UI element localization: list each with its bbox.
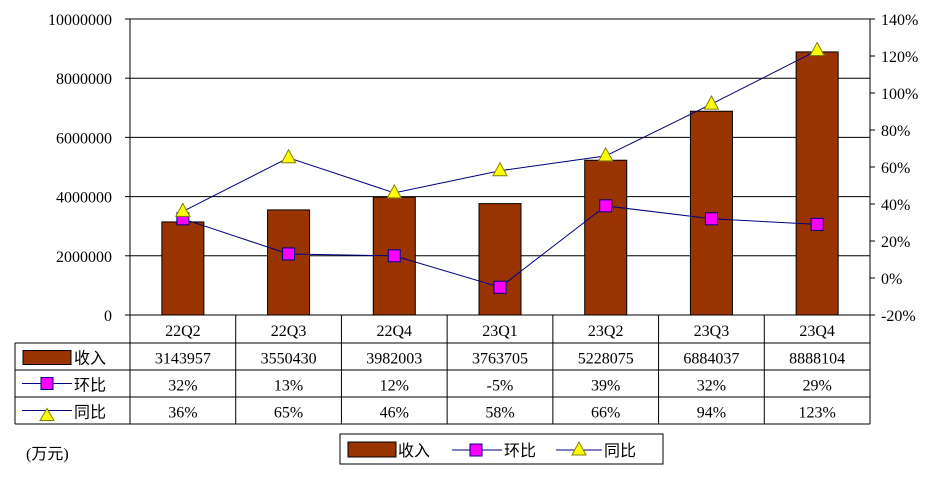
unit-note: (万元) — [26, 446, 69, 463]
right-axis-tick-label: 140% — [881, 12, 918, 29]
table-cell: 32% — [697, 378, 726, 395]
marker-环比-23Q4 — [810, 217, 824, 231]
marker-环比-23Q3 — [704, 212, 718, 226]
marker-同比-23Q4 — [809, 41, 825, 56]
table-cell: 32% — [168, 378, 197, 395]
legend-key-同比 — [39, 407, 55, 421]
right-axis-tick-label: 0% — [881, 271, 902, 288]
category-label: 22Q3 — [271, 323, 307, 340]
table-cell: 39% — [591, 378, 620, 395]
bar-22Q3 — [267, 209, 311, 316]
row-label-环比: 环比 — [74, 377, 106, 395]
table-cell: 3143957 — [155, 351, 211, 368]
row-label-收入: 收入 — [74, 350, 106, 368]
table-cell: 65% — [274, 405, 303, 422]
table-cell: -5% — [487, 378, 514, 395]
category-label: 23Q2 — [588, 323, 624, 340]
table-cell: 36% — [168, 405, 197, 422]
table-cell: 3982003 — [366, 351, 422, 368]
legend-key-环比 — [469, 443, 483, 457]
legend-key-环比 — [40, 377, 54, 390]
bar-23Q1 — [478, 203, 522, 316]
legend-key-收入 — [22, 350, 72, 365]
table-cell: 94% — [697, 405, 726, 422]
marker-同比-22Q4 — [386, 183, 403, 199]
table-cell: 5228075 — [578, 351, 634, 368]
table-cell: 123% — [798, 405, 835, 422]
table-cell: 3550430 — [261, 351, 317, 368]
marker-环比-23Q1 — [493, 280, 507, 294]
category-label: 23Q3 — [694, 323, 730, 340]
right-axis-tick-label: 100% — [881, 86, 918, 103]
marker-同比-23Q1 — [492, 161, 508, 177]
bar-23Q2 — [584, 159, 628, 316]
bar-23Q4 — [795, 51, 839, 316]
row-label-同比: 同比 — [74, 404, 106, 422]
left-axis-tick-label: 6000000 — [56, 130, 112, 147]
marker-环比-22Q3 — [282, 247, 296, 261]
marker-环比-23Q2 — [599, 199, 613, 213]
marker-环比-22Q4 — [387, 249, 401, 263]
bar-22Q2 — [161, 221, 205, 316]
legend-key-同比 — [571, 440, 587, 456]
table-cell: 12% — [380, 378, 409, 395]
right-axis-tick-label: 80% — [881, 123, 910, 140]
legend-label: 同比 — [604, 442, 636, 460]
marker-同比-23Q2 — [597, 146, 614, 162]
marker-同比-22Q3 — [280, 148, 297, 164]
right-axis-tick-label: 120% — [881, 49, 918, 66]
table-cell: 46% — [380, 405, 409, 422]
right-axis-tick-label: 40% — [881, 197, 910, 214]
category-label: 23Q1 — [482, 323, 518, 340]
table-cell: 3763705 — [472, 351, 528, 368]
marker-同比-23Q3 — [703, 95, 720, 110]
category-label: 23Q4 — [799, 323, 835, 340]
left-axis-tick-label: 2000000 — [56, 249, 112, 266]
right-axis-tick-label: 20% — [881, 234, 910, 251]
left-axis-tick-label: 8000000 — [56, 71, 112, 88]
legend-label: 收入 — [398, 442, 430, 460]
legend-label: 环比 — [504, 442, 536, 460]
left-axis-tick-label: 10000000 — [48, 12, 112, 29]
right-axis-tick-label: -20% — [881, 308, 916, 325]
table-cell: 13% — [274, 378, 303, 395]
table-cell: 66% — [591, 405, 620, 422]
left-axis-tick-label: 0 — [104, 308, 112, 325]
table-cell: 29% — [802, 378, 831, 395]
table-cell: 8888104 — [789, 351, 845, 368]
category-label: 22Q2 — [165, 323, 201, 340]
legend-key-收入 — [347, 441, 397, 458]
table-cell: 6884037 — [683, 351, 739, 368]
right-axis-tick-label: 60% — [881, 160, 910, 177]
table-cell: 58% — [485, 405, 514, 422]
left-axis-tick-label: 4000000 — [56, 190, 112, 207]
marker-同比-22Q2 — [175, 202, 191, 217]
category-label: 22Q4 — [377, 323, 413, 340]
